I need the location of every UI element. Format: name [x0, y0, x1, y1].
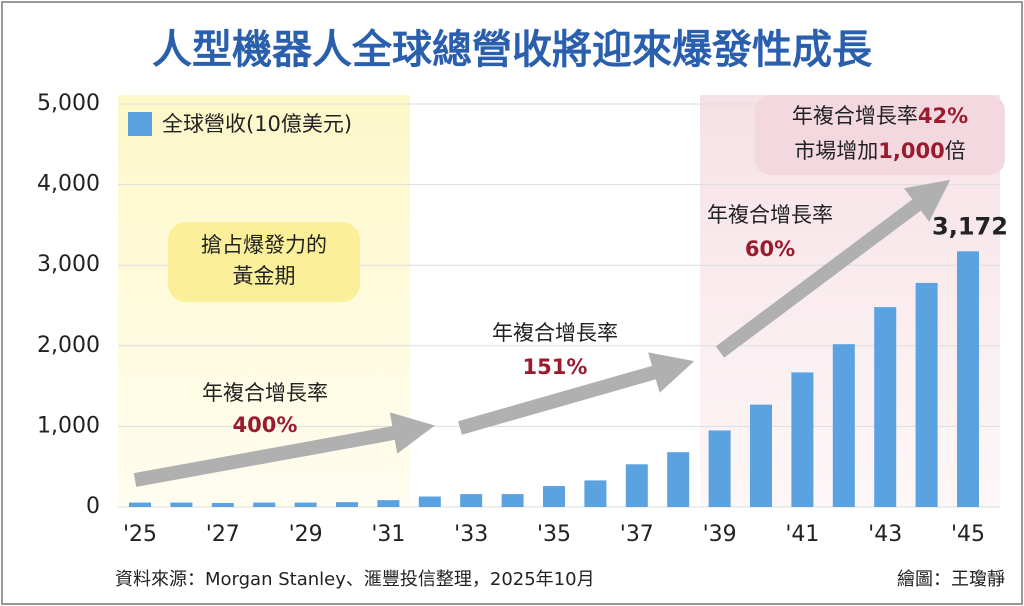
- y-tick-label: 2,000: [37, 333, 100, 358]
- y-tick-label: 1,000: [37, 413, 100, 438]
- rate-value: 400%: [233, 413, 298, 437]
- y-tick-label: 5,000: [37, 91, 100, 116]
- x-tick-label: '29: [289, 522, 323, 547]
- x-tick-label: '33: [454, 522, 488, 547]
- bar: [460, 494, 483, 507]
- x-tick-label: '25: [123, 522, 157, 547]
- note-box: [168, 222, 360, 302]
- x-tick-label: '35: [537, 522, 571, 547]
- legend-swatch: [128, 112, 152, 136]
- data-label: 3,172: [932, 212, 1008, 240]
- summary-line: 市場增加1,000倍: [794, 139, 965, 163]
- bar: [874, 307, 897, 507]
- x-tick-label: '37: [620, 522, 654, 547]
- bar: [915, 282, 938, 507]
- bar: [708, 430, 731, 507]
- credit: 繪圖：王瓊靜: [897, 569, 1005, 590]
- y-tick-label: 3,000: [37, 252, 100, 277]
- x-tick-label: '31: [371, 522, 405, 547]
- bar: [253, 502, 276, 507]
- bar: [584, 480, 607, 507]
- arrow: [715, 179, 951, 358]
- bar: [957, 251, 979, 507]
- bar: [418, 496, 441, 507]
- y-tick-label: 4,000: [37, 172, 100, 197]
- bar: [294, 502, 317, 507]
- x-tick-label: '45: [951, 522, 985, 547]
- rate-label: 年複合增長率: [492, 321, 618, 345]
- bar: [129, 502, 151, 507]
- source: 資料來源：Morgan Stanley、滙豐投信整理，2025年10月: [115, 569, 595, 590]
- bar: [501, 494, 524, 507]
- bar: [667, 452, 690, 507]
- rate-value: 151%: [523, 355, 588, 379]
- bar: [625, 464, 648, 507]
- y-tick-label: 0: [86, 494, 100, 519]
- x-tick-label: '39: [703, 522, 737, 547]
- bar: [791, 372, 814, 507]
- x-tick-label: '43: [868, 522, 902, 547]
- summary-box: [755, 95, 1005, 175]
- note: 搶占爆發力的: [201, 233, 327, 257]
- arrow: [458, 352, 695, 435]
- bar: [543, 486, 565, 507]
- x-tick-label: '27: [206, 522, 240, 547]
- bar: [377, 500, 400, 507]
- bar: [170, 502, 193, 507]
- rate-label: 年複合增長率: [707, 203, 833, 227]
- chart-title: 人型機器人全球總營收將迎來爆發性成長: [152, 27, 873, 73]
- rate-label: 年複合增長率: [202, 381, 328, 405]
- bar: [336, 502, 358, 507]
- legend-label: 全球營收(10億美元): [162, 112, 352, 136]
- note: 黃金期: [233, 264, 296, 288]
- bar: [832, 344, 855, 507]
- rate-value: 60%: [745, 237, 795, 261]
- x-tick-label: '41: [785, 522, 819, 547]
- arrow: [133, 412, 435, 487]
- summary-line: 年複合增長率42%: [792, 104, 968, 128]
- bar: [211, 502, 234, 507]
- bar: [750, 404, 772, 507]
